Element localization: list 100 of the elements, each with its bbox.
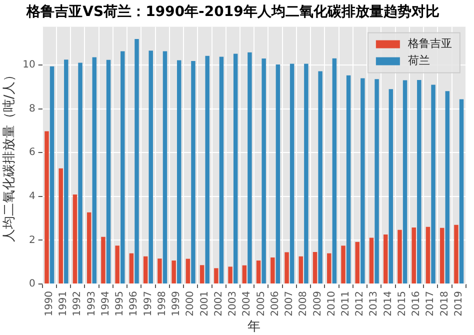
bar bbox=[332, 58, 337, 284]
bar bbox=[248, 52, 252, 284]
x-tick-label: 2006 bbox=[270, 290, 281, 316]
x-tick-label: 2005 bbox=[256, 290, 267, 316]
y-tick-label: 4 bbox=[28, 191, 36, 202]
bar bbox=[200, 265, 204, 284]
bar bbox=[398, 230, 402, 284]
bar bbox=[454, 224, 458, 284]
x-tick-label: 2012 bbox=[354, 290, 366, 316]
bar bbox=[270, 257, 275, 284]
bar bbox=[327, 253, 332, 284]
y-tick-label: 10 bbox=[22, 60, 36, 71]
x-tick-label: 2017 bbox=[425, 290, 436, 316]
bar bbox=[426, 226, 430, 284]
bar bbox=[256, 260, 261, 284]
bar bbox=[44, 131, 49, 284]
bar bbox=[312, 252, 318, 284]
bar bbox=[369, 238, 374, 284]
x-tick-label: 2000 bbox=[185, 290, 196, 316]
x-tick-label: 2013 bbox=[368, 290, 380, 316]
x-tick-label: 2015 bbox=[396, 290, 408, 316]
bar bbox=[219, 56, 224, 284]
bar bbox=[120, 51, 125, 284]
x-tick-label: 2001 bbox=[199, 290, 210, 316]
y-axis-title: 人均二氧化碳排放量（吨/人） bbox=[2, 68, 18, 242]
bar bbox=[374, 79, 379, 284]
x-tick-label: 1990 bbox=[44, 290, 55, 316]
bar bbox=[276, 64, 280, 284]
bar bbox=[298, 256, 304, 284]
x-tick-label: 2008 bbox=[298, 290, 310, 316]
bar bbox=[162, 51, 168, 284]
bar bbox=[186, 258, 190, 284]
x-tick-label: 2007 bbox=[284, 290, 296, 316]
bar bbox=[388, 89, 394, 284]
bar bbox=[176, 60, 182, 284]
bar bbox=[402, 80, 408, 284]
x-axis-title: 年 bbox=[248, 320, 261, 335]
x-tick-label: 1992 bbox=[72, 290, 84, 316]
bar bbox=[92, 57, 97, 284]
x-tick-label: 2018 bbox=[439, 290, 450, 316]
bar bbox=[355, 242, 360, 284]
x-tick-label: 2009 bbox=[312, 290, 324, 316]
bar bbox=[143, 256, 148, 284]
bar bbox=[78, 62, 82, 284]
bar bbox=[459, 99, 464, 284]
bar bbox=[64, 60, 68, 284]
y-tick-label: 6 bbox=[28, 147, 36, 158]
bar bbox=[72, 194, 78, 284]
bar bbox=[346, 75, 351, 284]
bar bbox=[106, 60, 111, 284]
bar bbox=[205, 56, 210, 284]
x-tick-label: 2003 bbox=[228, 290, 239, 316]
x-tick-label: 2011 bbox=[340, 290, 352, 316]
bar bbox=[50, 66, 54, 284]
bar bbox=[341, 246, 346, 284]
x-tick-label: 2014 bbox=[382, 290, 394, 316]
bar bbox=[214, 268, 218, 284]
bar bbox=[228, 266, 232, 284]
chart-title: 格鲁吉亚VS荷兰：1990年-2019年人均二氧化碳排放量趋势对比 bbox=[26, 3, 440, 20]
x-tick-label: 1998 bbox=[156, 290, 168, 316]
bar bbox=[304, 64, 308, 284]
x-tick-label: 1997 bbox=[142, 290, 154, 316]
bar bbox=[242, 265, 247, 284]
x-tick-label: 1999 bbox=[171, 290, 182, 316]
bar bbox=[134, 39, 139, 284]
bar bbox=[129, 253, 134, 284]
bar bbox=[284, 252, 289, 284]
bar bbox=[191, 60, 196, 284]
x-tick-label: 1991 bbox=[58, 290, 70, 316]
y-tick-label: 8 bbox=[28, 103, 36, 114]
x-tick-label: 1994 bbox=[100, 290, 112, 316]
bar bbox=[148, 50, 153, 284]
y-tick-label: 0 bbox=[28, 278, 36, 290]
bar bbox=[101, 236, 106, 284]
bar bbox=[431, 84, 436, 284]
x-tick-label: 2016 bbox=[411, 290, 422, 316]
legend-label: 荷兰 bbox=[408, 54, 430, 68]
bar bbox=[58, 168, 63, 284]
bar bbox=[262, 58, 266, 284]
x-tick-label: 2019 bbox=[453, 290, 464, 316]
x-tick-label: 2002 bbox=[213, 290, 224, 316]
bar bbox=[158, 258, 162, 284]
x-tick-label: 1995 bbox=[114, 290, 126, 316]
bar bbox=[440, 228, 444, 284]
legend-label: 格鲁吉亚 bbox=[406, 37, 452, 50]
bar bbox=[445, 91, 450, 284]
bar bbox=[290, 64, 294, 284]
bar bbox=[360, 78, 365, 284]
bar bbox=[417, 80, 422, 284]
bar bbox=[412, 227, 416, 284]
x-tick-label: 2004 bbox=[242, 290, 253, 316]
bar bbox=[318, 71, 322, 284]
bar bbox=[384, 234, 388, 284]
bar bbox=[115, 246, 120, 284]
bar bbox=[172, 260, 176, 284]
bar bbox=[233, 54, 238, 284]
bar bbox=[86, 212, 92, 284]
x-tick-label: 1996 bbox=[128, 290, 140, 316]
x-tick-label: 1993 bbox=[86, 290, 98, 316]
y-tick-label: 2 bbox=[28, 234, 36, 246]
